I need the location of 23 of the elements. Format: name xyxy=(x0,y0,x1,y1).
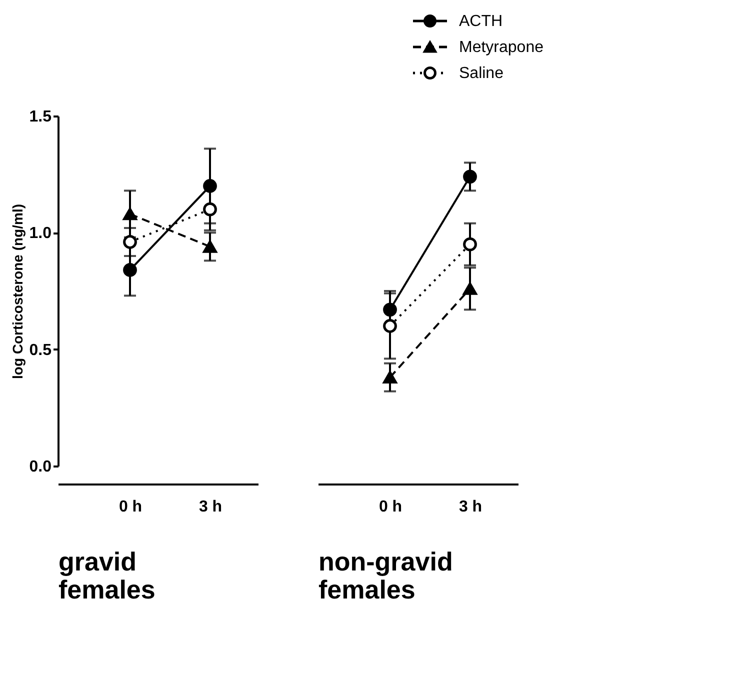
point xyxy=(383,371,397,384)
x-tick-label: 0 h xyxy=(378,498,402,516)
x-axis-title: non-gravid females xyxy=(318,546,453,604)
point xyxy=(383,302,397,317)
x-axis-title: gravid females xyxy=(58,546,156,604)
point xyxy=(203,202,217,216)
y-tick-label: 1.0 xyxy=(29,225,52,242)
y-axis-title: log Corticosterone (ng/ml) xyxy=(9,204,26,379)
point xyxy=(123,263,137,277)
point xyxy=(463,237,477,252)
legend-label: Metyrapone xyxy=(459,39,544,56)
legend-label: ACTH xyxy=(459,13,503,30)
point xyxy=(203,179,217,193)
x-tick-label: 0 h xyxy=(118,498,142,516)
point xyxy=(383,319,397,333)
y-tick-label: 0.0 xyxy=(29,458,52,476)
legend-label: Saline xyxy=(459,65,504,82)
point xyxy=(123,235,137,249)
x-tick-label: 3 h xyxy=(198,498,222,516)
y-tick-label: 0.5 xyxy=(29,342,52,359)
x-tick-label: 3 h xyxy=(458,498,482,516)
point xyxy=(463,170,477,184)
y-tick-label: 1.5 xyxy=(29,108,52,126)
